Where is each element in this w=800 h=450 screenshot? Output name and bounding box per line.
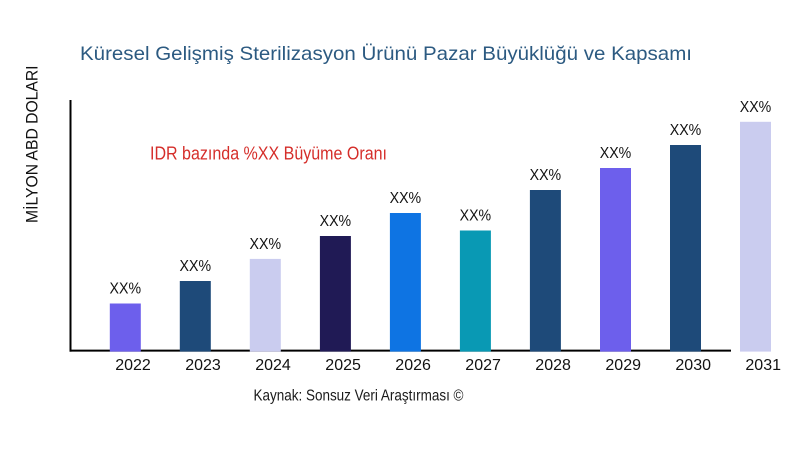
svg-text:XX%: XX% bbox=[460, 208, 492, 225]
svg-text:2023: 2023 bbox=[185, 357, 221, 374]
svg-text:XX%: XX% bbox=[250, 236, 282, 253]
svg-text:2027: 2027 bbox=[465, 357, 501, 374]
svg-text:XX%: XX% bbox=[600, 145, 632, 162]
svg-text:2030: 2030 bbox=[675, 357, 711, 374]
svg-text:2022: 2022 bbox=[115, 357, 151, 374]
svg-text:XX%: XX% bbox=[180, 258, 212, 275]
svg-text:XX%: XX% bbox=[670, 122, 702, 139]
svg-text:Küresel Gelişmiş Sterilizasyon: Küresel Gelişmiş Sterilizasyon Ürünü Paz… bbox=[80, 43, 692, 65]
svg-text:2024: 2024 bbox=[255, 357, 291, 374]
svg-text:2031: 2031 bbox=[745, 357, 781, 374]
svg-text:2025: 2025 bbox=[325, 357, 361, 374]
svg-text:XX%: XX% bbox=[110, 281, 142, 298]
svg-text:MİLYON ABD DOLARI: MİLYON ABD DOLARI bbox=[23, 65, 42, 223]
svg-text:XX%: XX% bbox=[390, 190, 422, 207]
svg-text:XX%: XX% bbox=[320, 213, 352, 230]
svg-text:Kaynak: Sonsuz Veri Araştırmas: Kaynak: Sonsuz Veri Araştırması © bbox=[254, 387, 464, 404]
svg-text:IDR bazında %XX Büyüme Oranı: IDR bazında %XX Büyüme Oranı bbox=[150, 144, 387, 164]
svg-text:2028: 2028 bbox=[535, 357, 571, 374]
svg-text:XX%: XX% bbox=[530, 167, 562, 184]
svg-text:2029: 2029 bbox=[605, 357, 641, 374]
svg-text:XX%: XX% bbox=[740, 99, 772, 116]
svg-text:2026: 2026 bbox=[395, 357, 431, 374]
